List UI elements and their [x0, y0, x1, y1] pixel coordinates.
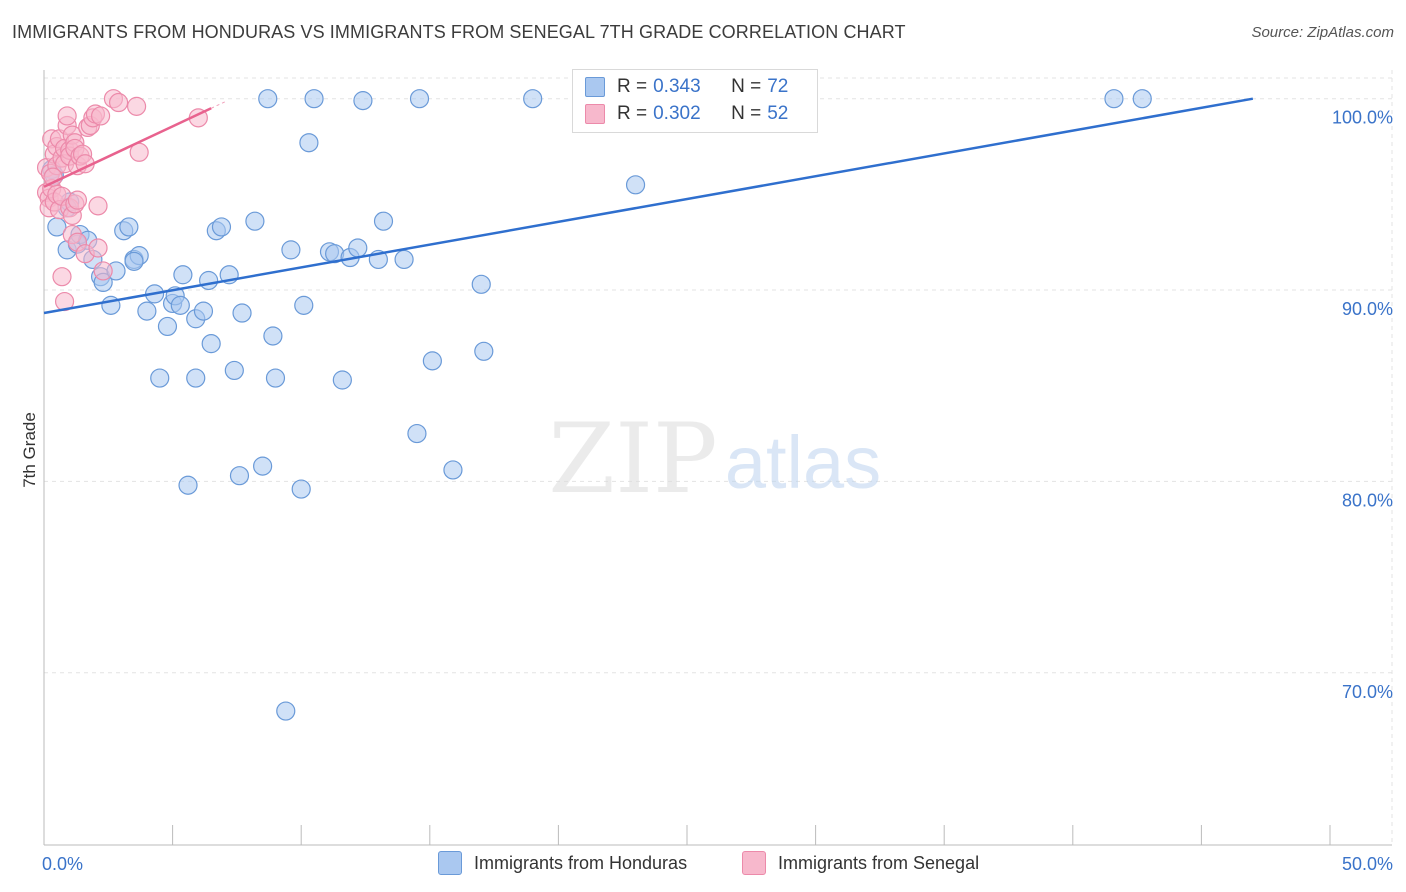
point-honduras — [193, 301, 214, 321]
y-axis-label: 7th Grade — [20, 412, 39, 488]
point-honduras — [294, 295, 314, 315]
legend-n-value: 72 — [767, 76, 789, 97]
point-honduras — [173, 265, 193, 285]
point-honduras — [137, 301, 157, 321]
legend-n-label: N = — [731, 103, 762, 124]
axes — [43, 70, 1392, 846]
trend-line-senegal-extension — [210, 100, 227, 109]
legend-n-label: N = — [731, 76, 762, 97]
series-legend: Immigrants from Honduras Immigrants from… — [0, 851, 1406, 879]
point-senegal — [57, 106, 77, 126]
point-honduras — [186, 368, 206, 388]
watermark-zip: ZIP — [548, 403, 717, 515]
point-honduras — [124, 251, 144, 271]
point-honduras — [211, 217, 232, 237]
point-honduras — [332, 370, 352, 390]
gridlines — [44, 70, 1393, 845]
point-honduras — [201, 334, 221, 354]
point-honduras — [422, 351, 442, 371]
tick-labels: 100.0% 90.0% 80.0% 70.0% 0.0% 50.0% — [42, 108, 1393, 874]
point-honduras — [407, 423, 427, 444]
correlation-legend: R = 0.343 N = 72 R = 0.302 N = 52 — [572, 69, 818, 133]
point-honduras — [245, 211, 265, 231]
trend-line-senegal — [43, 107, 212, 188]
point-honduras — [253, 456, 273, 476]
point-senegal — [52, 267, 72, 287]
watermark-atlas: atlas — [725, 421, 881, 504]
legend-item-senegal[interactable]: Immigrants from Senegal — [742, 851, 979, 875]
point-honduras — [263, 326, 283, 346]
point-honduras — [265, 368, 286, 388]
legend-swatch-senegal — [585, 104, 605, 124]
point-senegal — [93, 261, 113, 281]
legend-r-value: 0.302 — [653, 103, 701, 124]
y-tick-label: 100.0% — [1332, 108, 1393, 128]
point-honduras — [625, 175, 646, 195]
point-honduras — [170, 295, 190, 315]
chart-title: IMMIGRANTS FROM HONDURAS VS IMMIGRANTS F… — [12, 22, 906, 42]
legend-r-label: R = — [617, 103, 648, 124]
point-honduras — [409, 89, 430, 109]
point-honduras — [258, 89, 278, 109]
point-senegal — [108, 92, 129, 113]
point-honduras — [353, 91, 373, 111]
point-senegal — [88, 196, 108, 216]
legend-r-value: 0.343 — [653, 76, 701, 97]
series-senegal-points — [36, 89, 208, 312]
trend-lines — [43, 97, 1254, 315]
y-tick-label: 70.0% — [1342, 682, 1393, 702]
legend-item-honduras[interactable]: Immigrants from Honduras — [438, 851, 687, 875]
point-honduras — [276, 701, 296, 721]
point-honduras — [471, 274, 491, 294]
point-honduras — [199, 270, 219, 291]
point-honduras — [348, 238, 368, 258]
y-tick-label: 90.0% — [1342, 299, 1393, 319]
point-honduras — [523, 89, 543, 109]
point-honduras — [157, 316, 178, 337]
source-label: Source: ZipAtlas.com — [1251, 24, 1394, 41]
point-senegal — [126, 96, 147, 116]
point-senegal — [67, 190, 88, 210]
legend-row-honduras: R = 0.343 N = 72 — [585, 74, 794, 100]
point-honduras — [224, 360, 244, 381]
point-honduras — [304, 89, 324, 109]
y-tick-label: 80.0% — [1342, 490, 1393, 510]
point-honduras — [232, 303, 252, 323]
legend-swatch-senegal — [742, 851, 766, 875]
point-honduras — [443, 460, 463, 480]
point-honduras — [291, 479, 311, 499]
point-honduras — [1132, 89, 1152, 109]
point-honduras — [178, 475, 198, 495]
watermark: ZIP atlas — [548, 403, 881, 515]
legend-r-label: R = — [617, 76, 648, 97]
legend-swatch-honduras — [438, 851, 462, 875]
point-honduras — [150, 368, 170, 388]
trend-line-honduras — [43, 97, 1254, 315]
x-tick-label: 0.0% — [42, 854, 83, 874]
point-honduras — [373, 211, 394, 231]
point-senegal — [88, 238, 108, 258]
x-tick-label: 50.0% — [1342, 854, 1393, 874]
point-honduras — [229, 466, 250, 486]
point-honduras — [281, 240, 301, 260]
point-honduras — [394, 249, 414, 270]
legend-n-value: 52 — [767, 103, 789, 124]
point-honduras — [474, 341, 494, 361]
legend-swatch-honduras — [585, 77, 605, 97]
point-senegal — [90, 106, 111, 126]
legend-row-senegal: R = 0.302 N = 52 — [585, 101, 794, 127]
legend-label-honduras: Immigrants from Honduras — [474, 852, 688, 873]
point-honduras — [299, 133, 319, 153]
point-honduras — [1104, 89, 1124, 109]
legend-label-senegal: Immigrants from Senegal — [778, 852, 980, 873]
point-honduras — [119, 217, 139, 237]
